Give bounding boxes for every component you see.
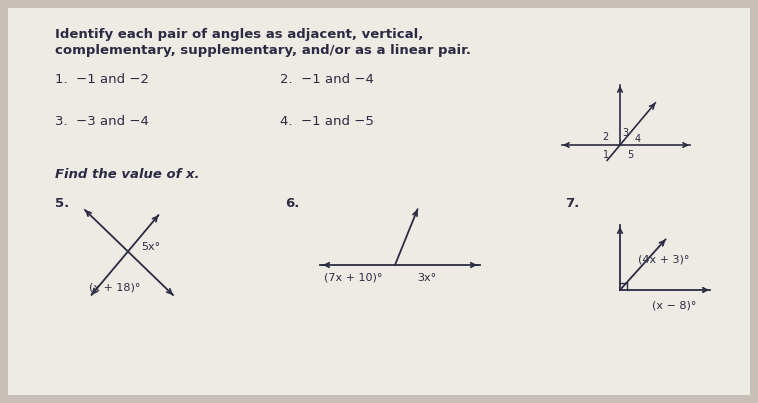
- Text: 1.  −1 and −2: 1. −1 and −2: [55, 73, 149, 86]
- Text: 6.: 6.: [285, 197, 299, 210]
- FancyBboxPatch shape: [8, 8, 750, 395]
- Text: 4: 4: [635, 134, 641, 144]
- Text: 5: 5: [627, 150, 633, 160]
- Text: 1: 1: [603, 150, 609, 160]
- Text: 5.: 5.: [55, 197, 69, 210]
- Text: (4x + 3)°: (4x + 3)°: [638, 255, 689, 265]
- Text: 3: 3: [622, 128, 628, 138]
- Text: 3x°: 3x°: [417, 273, 436, 283]
- Text: 7.: 7.: [565, 197, 579, 210]
- Text: 3.  −3 and −4: 3. −3 and −4: [55, 115, 149, 128]
- Text: complementary, supplementary, and/or as a linear pair.: complementary, supplementary, and/or as …: [55, 44, 471, 57]
- Text: Identify each pair of angles as adjacent, vertical,: Identify each pair of angles as adjacent…: [55, 28, 424, 41]
- Text: (x + 18)°: (x + 18)°: [89, 283, 141, 293]
- Text: (x − 8)°: (x − 8)°: [652, 300, 697, 310]
- Text: 5x°: 5x°: [141, 242, 160, 252]
- Text: 2.  −1 and −4: 2. −1 and −4: [280, 73, 374, 86]
- Text: (7x + 10)°: (7x + 10)°: [324, 273, 382, 283]
- Text: Find the value of x.: Find the value of x.: [55, 168, 199, 181]
- Text: 4.  −1 and −5: 4. −1 and −5: [280, 115, 374, 128]
- Text: 2: 2: [602, 132, 608, 142]
